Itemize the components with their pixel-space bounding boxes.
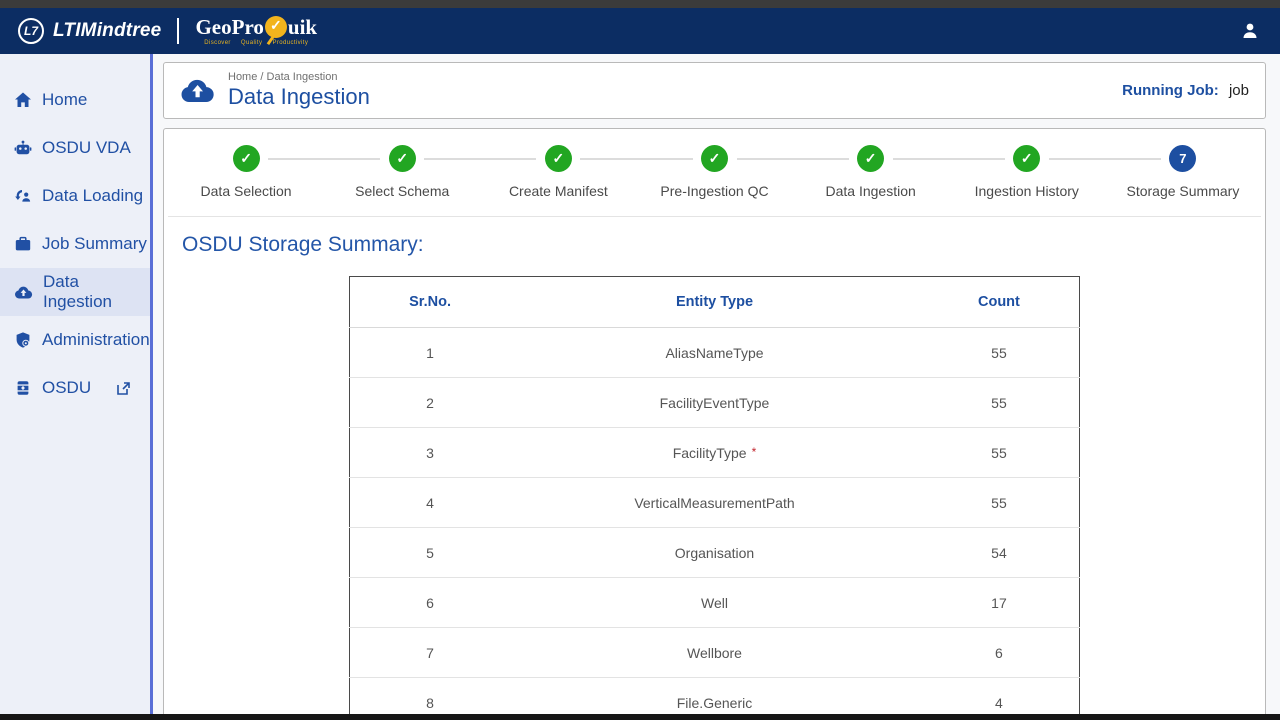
table-header-row: Sr.No. Entity Type Count [350, 277, 1080, 328]
table-row: 7 Wellbore 6 [350, 628, 1080, 678]
sidebar-item-data-ingestion[interactable]: Data Ingestion [0, 268, 150, 316]
storage-summary-table: Sr.No. Entity Type Count 1 AliasNameType… [349, 276, 1080, 714]
sidebar-item-label: OSDU VDA [42, 138, 131, 158]
column-header-srno: Sr.No. [350, 277, 511, 328]
geoproquik-logo: GeoPro ✓ uik Discover Quality Productivi… [195, 16, 317, 46]
sidebar-item-label: OSDU [42, 378, 91, 398]
sidebar-item-job-summary[interactable]: Job Summary [0, 220, 150, 268]
table-row: 4 VerticalMeasurementPath 55 [350, 478, 1080, 528]
content-area: Home / Data Ingestion Data Ingestion Run… [153, 54, 1280, 714]
brand-name: LTIMindtree [53, 20, 161, 42]
sidebar-item-label: Job Summary [42, 234, 147, 254]
running-job-value: job [1229, 82, 1249, 99]
window-top-strip [0, 0, 1280, 8]
running-job-status: Running Job: job [1122, 82, 1249, 99]
ltimindtree-logo: L7 LTIMindtree [18, 18, 161, 44]
ingestion-stepper: ✓ Data Selection ✓ Select Schema ✓ Creat… [164, 145, 1265, 199]
table-row: 6 Well 17 [350, 578, 1080, 628]
data-transfer-icon [14, 187, 32, 205]
table-row: 2 FacilityEventType 55 [350, 378, 1080, 428]
admin-shield-icon [14, 331, 32, 349]
robot-icon [14, 139, 32, 157]
logo-divider [177, 18, 179, 44]
step-pre-ingestion-qc[interactable]: ✓ Pre-Ingestion QC [636, 145, 792, 199]
table-row: 3 FacilityType* 55 [350, 428, 1080, 478]
sidebar-item-osdu-vda[interactable]: OSDU VDA [0, 124, 150, 172]
step-data-ingestion[interactable]: ✓ Data Ingestion [793, 145, 949, 199]
logo-tagline: Discover Quality Productivity [195, 40, 317, 46]
breadcrumb[interactable]: Home / Data Ingestion [228, 71, 370, 83]
logo-text-pro: Pro [232, 17, 264, 38]
cloud-upload-icon [14, 283, 33, 302]
step-ingestion-history[interactable]: ✓ Ingestion History [949, 145, 1105, 199]
sidebar-item-osdu[interactable]: OSDU [0, 364, 150, 412]
page-header-card: Home / Data Ingestion Data Ingestion Run… [163, 62, 1266, 119]
sidebar-item-label: Data Loading [42, 186, 143, 206]
home-icon [14, 91, 32, 109]
table-row: 1 AliasNameType 55 [350, 328, 1080, 378]
sidebar-item-home[interactable]: Home [0, 76, 150, 124]
step-create-manifest[interactable]: ✓ Create Manifest [480, 145, 636, 199]
barrel-icon [14, 379, 32, 397]
step-active-number: 7 [1169, 145, 1196, 172]
step-done-icon: ✓ [545, 145, 572, 172]
step-done-icon: ✓ [1013, 145, 1040, 172]
external-link-icon[interactable] [115, 380, 132, 397]
sidebar-item-label: Administration [42, 330, 150, 350]
stepper-divider [168, 216, 1261, 217]
step-select-schema[interactable]: ✓ Select Schema [324, 145, 480, 199]
page-title: Data Ingestion [228, 84, 370, 110]
running-job-label: Running Job: [1122, 82, 1219, 99]
step-done-icon: ✓ [389, 145, 416, 172]
step-done-icon: ✓ [701, 145, 728, 172]
ltimindtree-monogram-icon: L7 [18, 18, 44, 44]
app-header: L7 LTIMindtree GeoPro ✓ uik Discover Qua… [0, 8, 1280, 54]
table-row: 8 File.Generic 4 [350, 678, 1080, 715]
storage-summary-card: ✓ Data Selection ✓ Select Schema ✓ Creat… [163, 128, 1266, 714]
sidebar-item-data-loading[interactable]: Data Loading [0, 172, 150, 220]
step-done-icon: ✓ [233, 145, 260, 172]
sidebar-nav: Home OSDU VDA Data Loading [0, 54, 153, 714]
sidebar-item-label: Home [42, 90, 87, 110]
briefcase-icon [14, 235, 32, 253]
section-heading: OSDU Storage Summary: [182, 233, 1265, 257]
magnifier-check-icon: ✓ [265, 16, 287, 38]
logo-text-geo: Geo [195, 17, 231, 38]
step-storage-summary[interactable]: 7 Storage Summary [1105, 145, 1261, 199]
step-done-icon: ✓ [857, 145, 884, 172]
sidebar-item-administration[interactable]: Administration [0, 316, 150, 364]
page-cloud-upload-icon [180, 76, 216, 106]
window-bottom-strip [0, 714, 1280, 720]
step-data-selection[interactable]: ✓ Data Selection [168, 145, 324, 199]
logo-text-uik: uik [288, 17, 317, 38]
sidebar-item-label: Data Ingestion [43, 272, 150, 312]
required-asterisk: * [752, 445, 757, 459]
column-header-count: Count [919, 277, 1080, 328]
table-row: 5 Organisation 54 [350, 528, 1080, 578]
column-header-entity-type: Entity Type [510, 277, 919, 328]
user-profile-icon[interactable] [1238, 19, 1262, 43]
